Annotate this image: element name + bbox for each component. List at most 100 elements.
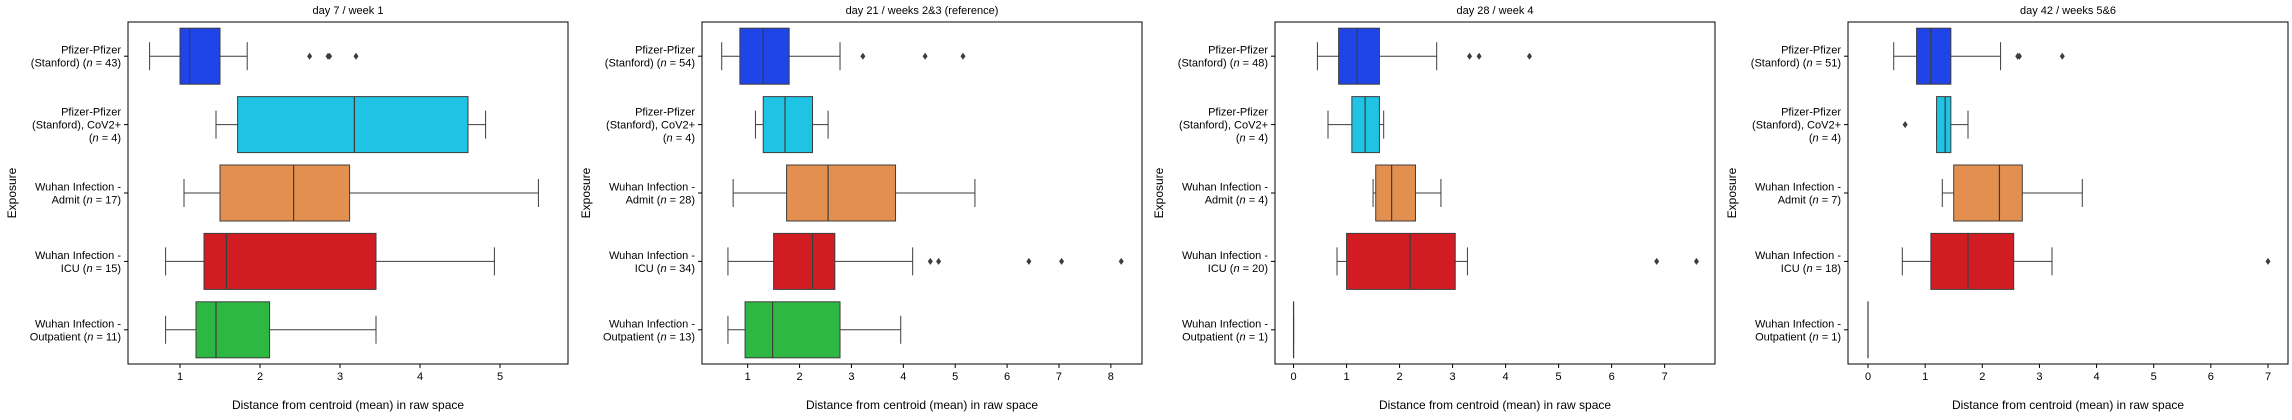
y-category-label: Wuhan Infection -Outpatient (n = 11) <box>30 318 122 343</box>
box-1 <box>721 27 966 85</box>
y-category-label: Wuhan Infection -Admit (n = 17) <box>35 182 121 207</box>
category-line: Wuhan Infection - <box>609 318 695 330</box>
box-iqr <box>762 96 814 154</box>
box-1 <box>1893 27 2065 85</box>
x-tick-label: 7 <box>2265 371 2271 383</box>
category-n-count: = 18) <box>1813 263 1841 275</box>
chart-panel-2: day 21 / weeks 2&3 (reference) 1 2 3 4 5 6 7 8 Di… <box>579 5 1143 412</box>
y-category-label: Wuhan Infection -Admit (n = 7) <box>1755 182 1841 207</box>
category-line: (Stanford) ( <box>1178 58 1234 70</box>
x-tick-label: 4 <box>900 371 906 383</box>
category-n-symbol: n <box>86 263 92 275</box>
category-line: Wuhan Infection - <box>1755 182 1841 194</box>
x-tick-label: 0 <box>1290 371 1296 383</box>
category-line: Wuhan Infection - <box>35 182 121 194</box>
category-n-count: = 1) <box>1819 331 1841 343</box>
category-n-count: = 54) <box>667 58 695 70</box>
category-line: Admit ( <box>52 195 87 207</box>
x-tick-label: 2 <box>257 371 263 383</box>
box-1 <box>1316 27 1532 85</box>
category-n-symbol: n <box>667 133 673 145</box>
x-tick-label: 3 <box>2036 371 2042 383</box>
category-line: Wuhan Infection - <box>1182 318 1268 330</box>
flier-point <box>2059 52 2065 60</box>
flier-point <box>860 52 866 60</box>
y-category-label: Pfizer-Pfizer (Stanford) (n = 43) <box>31 45 122 70</box>
category-n-count: = 4) <box>1246 195 1268 207</box>
x-tick-label: 7 <box>1662 371 1668 383</box>
y-category-label: Wuhan Infection -Admit (n = 28) <box>609 182 695 207</box>
x-tick-label: 2 <box>796 371 802 383</box>
category-line: Pfizer-Pfizer <box>1781 45 1841 57</box>
category-n-symbol: n <box>1813 133 1819 145</box>
category-line: Pfizer-Pfizer <box>1208 45 1268 57</box>
category-line: ( <box>1236 133 1240 145</box>
x-tick-label: 4 <box>1503 371 1509 383</box>
category-n-count: = 48) <box>1240 58 1268 70</box>
category-line: Wuhan Infection - <box>609 182 695 194</box>
category-n-count: = 28) <box>667 195 695 207</box>
box-iqr <box>203 232 377 290</box>
box-2 <box>1902 96 1969 154</box>
flier-point <box>1902 121 1908 129</box>
box-5 <box>727 301 902 359</box>
y-category-label: Pfizer-Pfizer (Stanford) (n = 54) <box>605 45 696 70</box>
flier-point <box>1118 257 1124 265</box>
flier-point <box>1526 52 1532 60</box>
y-axis-label: Exposure <box>1152 167 1166 218</box>
category-line: (Stanford), CoV2+ <box>32 120 121 132</box>
box-3 <box>183 164 539 222</box>
y-category-label: Pfizer-Pfizer (Stanford), CoV2+ (n = 4) <box>1752 107 1841 145</box>
x-tick-label: 3 <box>848 371 854 383</box>
category-n-count: = 15) <box>93 263 121 275</box>
category-line: Pfizer-Pfizer <box>61 107 121 119</box>
flier-point <box>960 52 966 60</box>
category-line: Outpatient ( <box>1182 331 1240 343</box>
y-category-label: Wuhan Infection -Admit (n = 4) <box>1182 182 1268 207</box>
box-4 <box>1901 232 2271 290</box>
x-tick-label: 2 <box>1979 371 1985 383</box>
category-n-count: = 7) <box>1819 195 1841 207</box>
box-4 <box>727 232 1124 290</box>
category-line: (Stanford) ( <box>1751 58 1807 70</box>
category-line: Outpatient ( <box>30 331 88 343</box>
y-category-label: Pfizer-Pfizer (Stanford), CoV2+ (n = 4) <box>1179 107 1268 145</box>
y-category-label: Wuhan Infection -Outpatient (n = 1) <box>1182 318 1268 343</box>
category-line: (Stanford), CoV2+ <box>606 120 695 132</box>
box-2 <box>215 96 487 154</box>
category-line: Wuhan Infection - <box>1182 182 1268 194</box>
category-line: Wuhan Infection - <box>609 250 695 262</box>
box-iqr <box>744 301 841 359</box>
category-line: (Stanford), CoV2+ <box>1179 120 1268 132</box>
flier-point <box>1654 257 1660 265</box>
box-3 <box>1941 164 2083 222</box>
x-tick-label: 4 <box>417 371 423 383</box>
box-iqr <box>786 164 897 222</box>
box-4 <box>165 232 495 290</box>
y-category-label: Wuhan Infection -ICU (n = 34) <box>609 250 695 275</box>
category-n-count: = 1) <box>1246 331 1268 343</box>
chart-title: day 21 / weeks 2&3 (reference) <box>846 5 999 17</box>
category-line: Admit ( <box>1778 195 1813 207</box>
category-n-count: = 4) <box>1819 133 1841 145</box>
box-iqr <box>1346 232 1456 290</box>
x-tick-label: 4 <box>2094 371 2100 383</box>
box-iqr <box>1953 164 2023 222</box>
flier-point <box>307 52 313 60</box>
x-tick-label: 8 <box>1108 371 1114 383</box>
box-1 <box>149 27 359 85</box>
y-axis-label: Exposure <box>1725 167 1739 218</box>
category-n-symbol: n <box>1813 331 1819 343</box>
category-n-count: = 13) <box>667 331 695 343</box>
category-line: Pfizer-Pfizer <box>1208 107 1268 119</box>
flier-point <box>1026 257 1032 265</box>
box-iqr <box>1916 27 1952 85</box>
category-line: Wuhan Infection - <box>1182 250 1268 262</box>
box-2 <box>1327 96 1385 154</box>
box-5 <box>165 301 377 359</box>
y-axis-label: Exposure <box>5 167 19 218</box>
x-tick-label: 6 <box>1609 371 1615 383</box>
category-n-count: = 4) <box>673 133 695 145</box>
x-tick-label: 7 <box>1056 371 1062 383</box>
category-line: Wuhan Infection - <box>35 318 121 330</box>
